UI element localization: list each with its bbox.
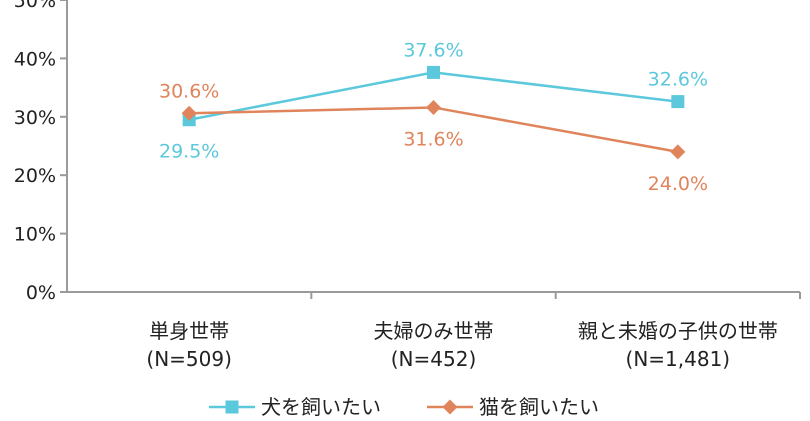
data-label-dog: 29.5%: [159, 141, 219, 163]
axes: [66, 0, 800, 293]
y-tick-label: 50%: [14, 0, 56, 12]
series-markers: [181, 65, 686, 160]
data-label-cat: 24.0%: [648, 173, 708, 195]
y-tick-label: 40%: [14, 48, 56, 70]
y-tick-label: 20%: [14, 165, 56, 187]
y-ticks: 0% 10% 20% 30% 40% 50%: [14, 0, 67, 304]
data-label-cat: 30.6%: [159, 80, 219, 102]
y-tick-label: 30%: [14, 107, 56, 129]
data-point-dog: [427, 65, 440, 79]
x-category-label: 単身世帯: [149, 319, 229, 343]
x-category-label: (N=1,481): [626, 347, 731, 371]
data-label-dog: 37.6%: [403, 39, 463, 61]
data-point-cat: [181, 105, 197, 121]
x-category-label: 夫婦のみ世帯: [374, 319, 494, 343]
y-tick-label: 10%: [14, 224, 56, 246]
legend-marker-dog: [225, 400, 239, 414]
x-category-label: 親と未婚の子供の世帯: [578, 319, 778, 343]
legend-marker-cat: [442, 399, 458, 415]
legend-label-dog: 犬を飼いたい: [261, 395, 381, 419]
x-ticks: 単身世帯 (N=509) 夫婦のみ世帯 (N=452) 親と未婚の子供の世帯 (N=1,4…: [146, 292, 801, 371]
data-label-dog: 32.6%: [648, 69, 708, 91]
data-point-dog: [671, 95, 685, 109]
data-point-cat: [426, 99, 441, 115]
legend-label-cat: 猫を飼いたい: [479, 395, 599, 419]
x-category-label: (N=452): [391, 347, 477, 371]
data-label-cat: 31.6%: [403, 128, 463, 150]
data-labels: 29.5% 30.6% 37.6% 31.6% 32.6% 24.0%: [159, 39, 708, 194]
x-category-label: (N=509): [146, 347, 232, 371]
y-tick-label: 0%: [26, 282, 56, 304]
legend: 犬を飼いたい 猫を飼いたい: [209, 395, 599, 419]
data-point-cat: [670, 144, 686, 160]
